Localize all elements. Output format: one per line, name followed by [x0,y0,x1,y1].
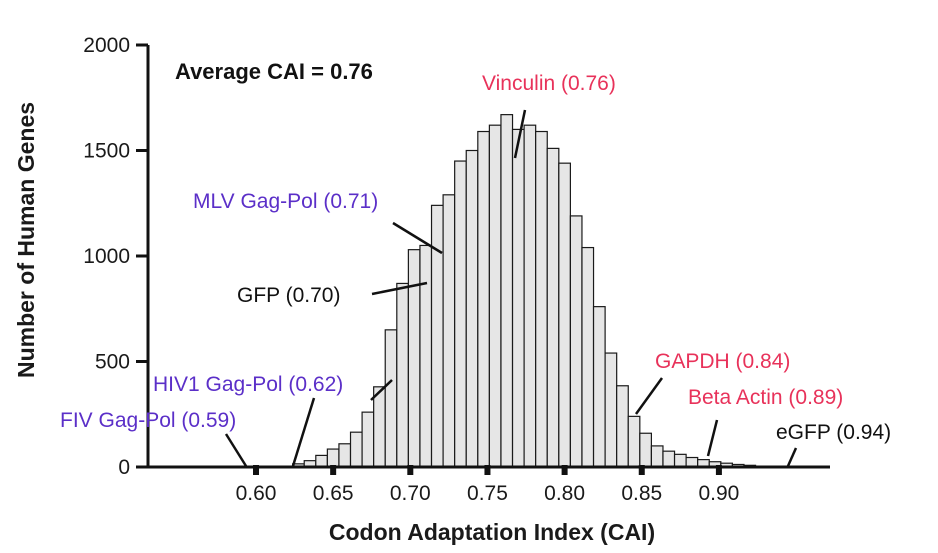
histogram-bar [442,194,456,468]
x-tick-mark [253,465,260,475]
x-tick-label: 0.60 [236,482,277,505]
annotation-hiv1: HIV1 Gag-Pol (0.62) [153,373,343,396]
histogram-bar [454,160,467,468]
x-tick-mark [484,465,491,475]
y-tick-label: 0 [118,456,130,479]
histogram-bar [349,431,363,468]
x-tick-label: 0.65 [313,482,354,505]
leader-line-fiv [224,433,248,467]
y-tick-label: 1500 [83,140,130,163]
histogram-bar [558,162,571,468]
histogram-bar [546,147,560,468]
histogram-bar [616,385,629,468]
leader-line-gfp [371,281,428,296]
x-tick-mark [330,465,337,475]
annotation-gfp: GFP (0.70) [237,284,340,307]
histogram-bar [419,244,433,468]
histogram-bar [326,448,340,468]
histogram-bar [662,450,676,468]
histogram-bar [523,124,537,468]
histogram-bar [511,128,525,468]
histogram-bar [650,445,664,468]
annotation-egfp: eGFP (0.94) [776,421,891,444]
y-tick-label: 2000 [83,34,130,57]
x-axis-title: Codon Adaptation Index (CAI) [329,519,655,545]
histogram-bar [338,443,352,468]
leader-line-hiv1 [370,379,393,401]
y-tick-label: 1000 [83,245,130,268]
x-tick-mark [561,465,568,475]
y-tick-label: 500 [95,351,130,374]
annotation-vinculin: Vinculin (0.76) [482,72,616,95]
y-ticks: 0 500 1000 1500 2000 [83,34,148,479]
x-tick-label: 0.75 [467,482,508,505]
y-axis-title: Number of Human Genes [13,102,39,378]
x-tick-label: 0.90 [698,482,739,505]
annotation-beta-actin: Beta Actin (0.89) [688,386,843,409]
leader-line-egfp [786,447,798,467]
histogram-bar [477,130,490,468]
leader-line-vinculin [513,109,527,159]
annotation-mlv: MLV Gag-Pol (0.71) [193,190,378,213]
x-tick-label: 0.70 [390,482,431,505]
annotation-average: Average CAI = 0.76 [175,59,373,84]
leader-line-beta-actin [706,419,719,457]
histogram-bar [592,306,606,468]
histogram-bar [373,386,386,468]
histogram-bar [604,352,618,468]
annotation-gapdh: GAPDH (0.84) [655,350,790,373]
histogram-bar [627,415,641,468]
histogram-bar [535,130,548,468]
leader-line-gapdh [634,377,664,415]
histogram-bar [315,454,328,468]
histogram-bar [488,124,502,468]
histogram-bar [465,149,479,468]
histogram-bar [361,411,375,468]
x-tick-mark [715,465,722,475]
leader-line-hiv1 [291,397,316,467]
histogram-bar [673,453,687,468]
x-tick-mark [407,465,414,475]
histogram-bar [500,114,514,468]
x-ticks: 0.60 0.65 0.70 0.75 0.80 0.85 0.90 [236,465,739,505]
histogram-bar [639,432,652,468]
histogram-bar [407,249,421,468]
histogram-bars [292,114,757,468]
histogram-bar [581,246,595,468]
annotations: Average CAI = 0.76 Vinculin (0.76) MLV Gag… [60,59,891,444]
annotation-fiv: FIV Gag-Pol (0.59) [60,409,236,432]
histogram-bar [569,215,583,468]
histogram-bar [430,204,444,468]
histogram-bar [396,282,409,468]
histogram-bar [384,329,398,468]
x-tick-mark [638,465,645,475]
leader-line-mlv [392,221,443,255]
annotation-leader-lines [224,109,798,467]
x-tick-label: 0.80 [544,482,585,505]
x-tick-label: 0.85 [621,482,662,505]
